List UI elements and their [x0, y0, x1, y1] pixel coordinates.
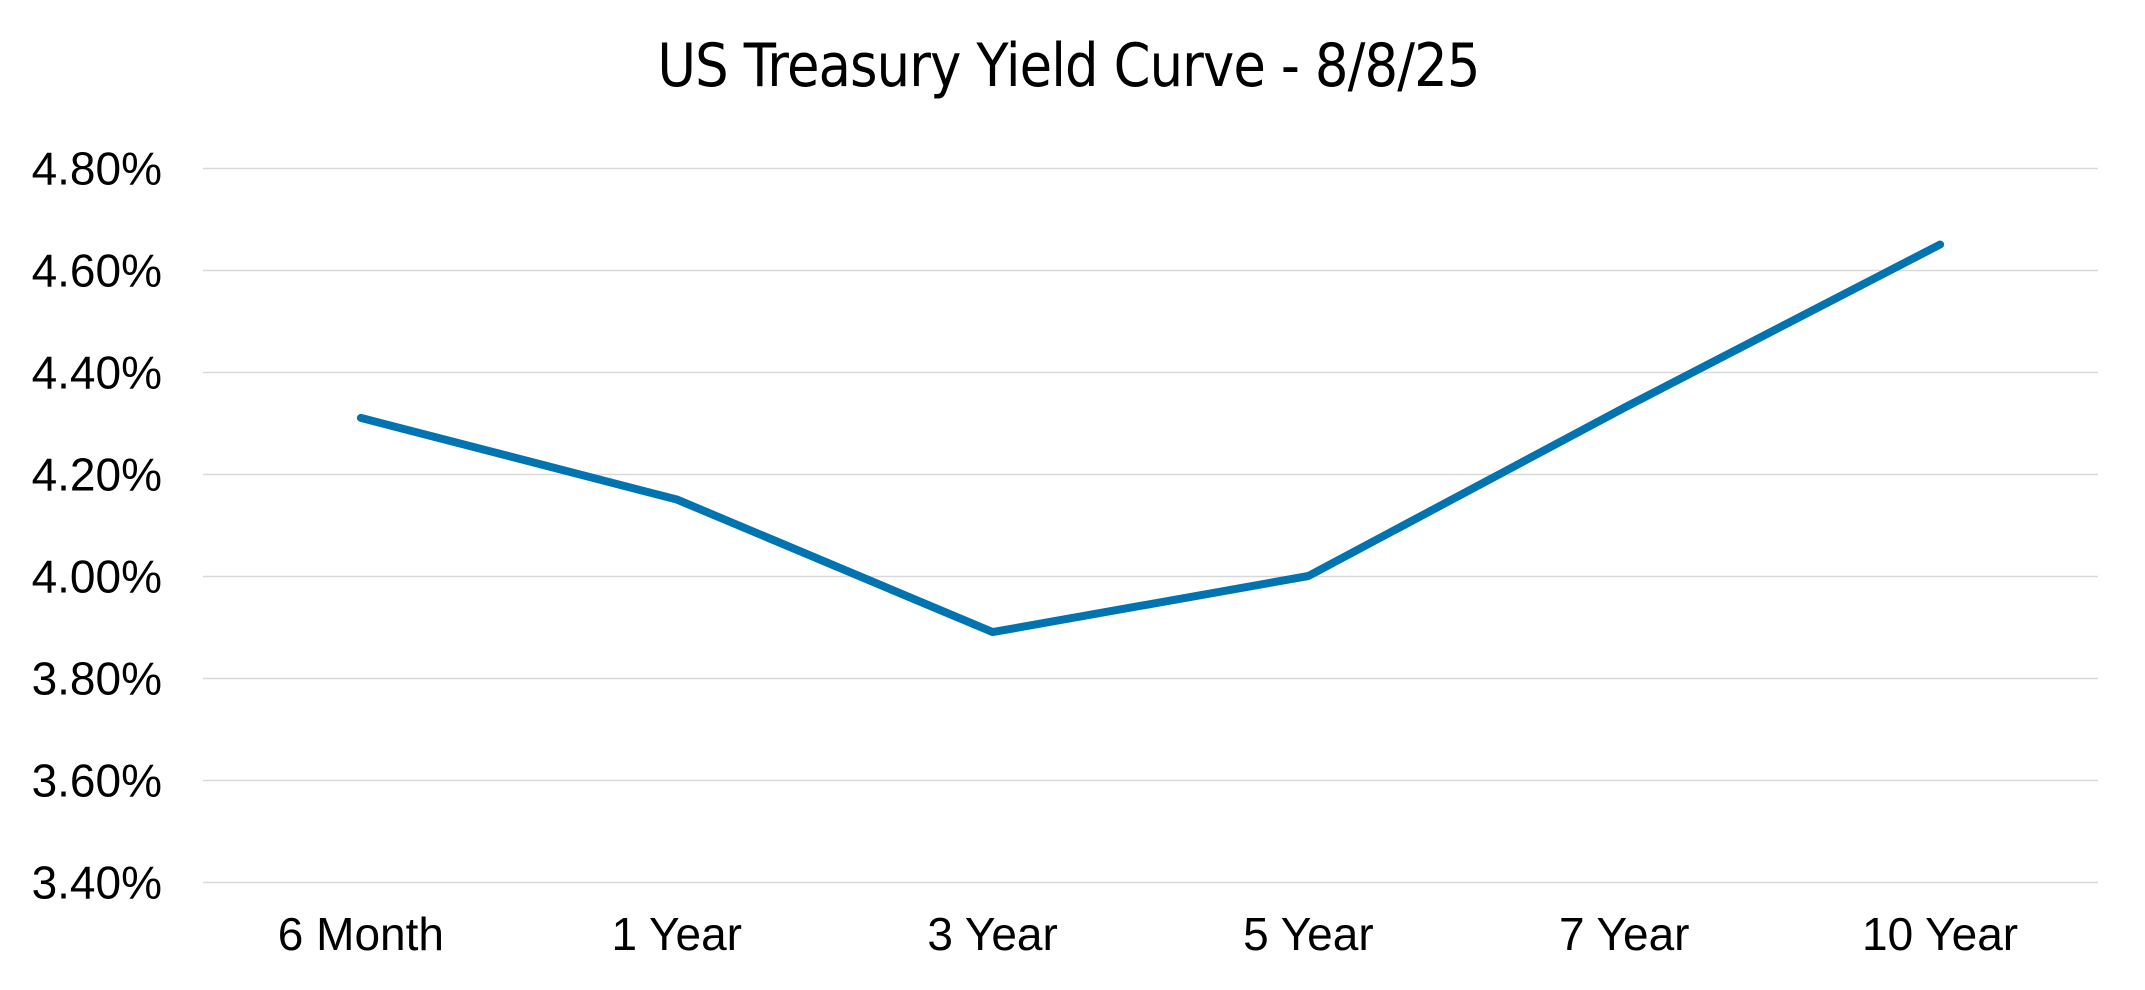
y-tick-label: 4.80% [32, 143, 162, 195]
x-tick-label: 7 Year [1559, 908, 1689, 960]
y-tick-label: 4.00% [32, 551, 162, 603]
x-tick-label: 6 Month [278, 908, 444, 960]
x-tick-label: 1 Year [612, 908, 742, 960]
gridlines [203, 167, 2098, 884]
x-tick-label: 3 Year [927, 908, 1057, 960]
x-axis-labels: 6 Month 1 Year 3 Year 5 Year 7 Year 10 Year [278, 908, 2018, 960]
y-tick-label: 4.40% [32, 347, 162, 399]
y-tick-label: 3.80% [32, 653, 162, 705]
y-tick-label: 3.60% [32, 755, 162, 807]
yield-curve-line [356, 240, 1945, 637]
x-tick-label: 10 Year [1862, 908, 2018, 960]
x-tick-label: 5 Year [1243, 908, 1373, 960]
y-tick-label: 4.20% [32, 449, 162, 501]
chart-title: US Treasury Yield Curve - 8/8/25 [657, 31, 1480, 101]
y-tick-label: 3.40% [32, 857, 162, 909]
y-tick-label: 4.60% [32, 245, 162, 297]
y-axis-labels: 3.40% 3.60% 3.80% 4.00% 4.20% 4.40% 4.60% 4.80% [32, 143, 162, 909]
